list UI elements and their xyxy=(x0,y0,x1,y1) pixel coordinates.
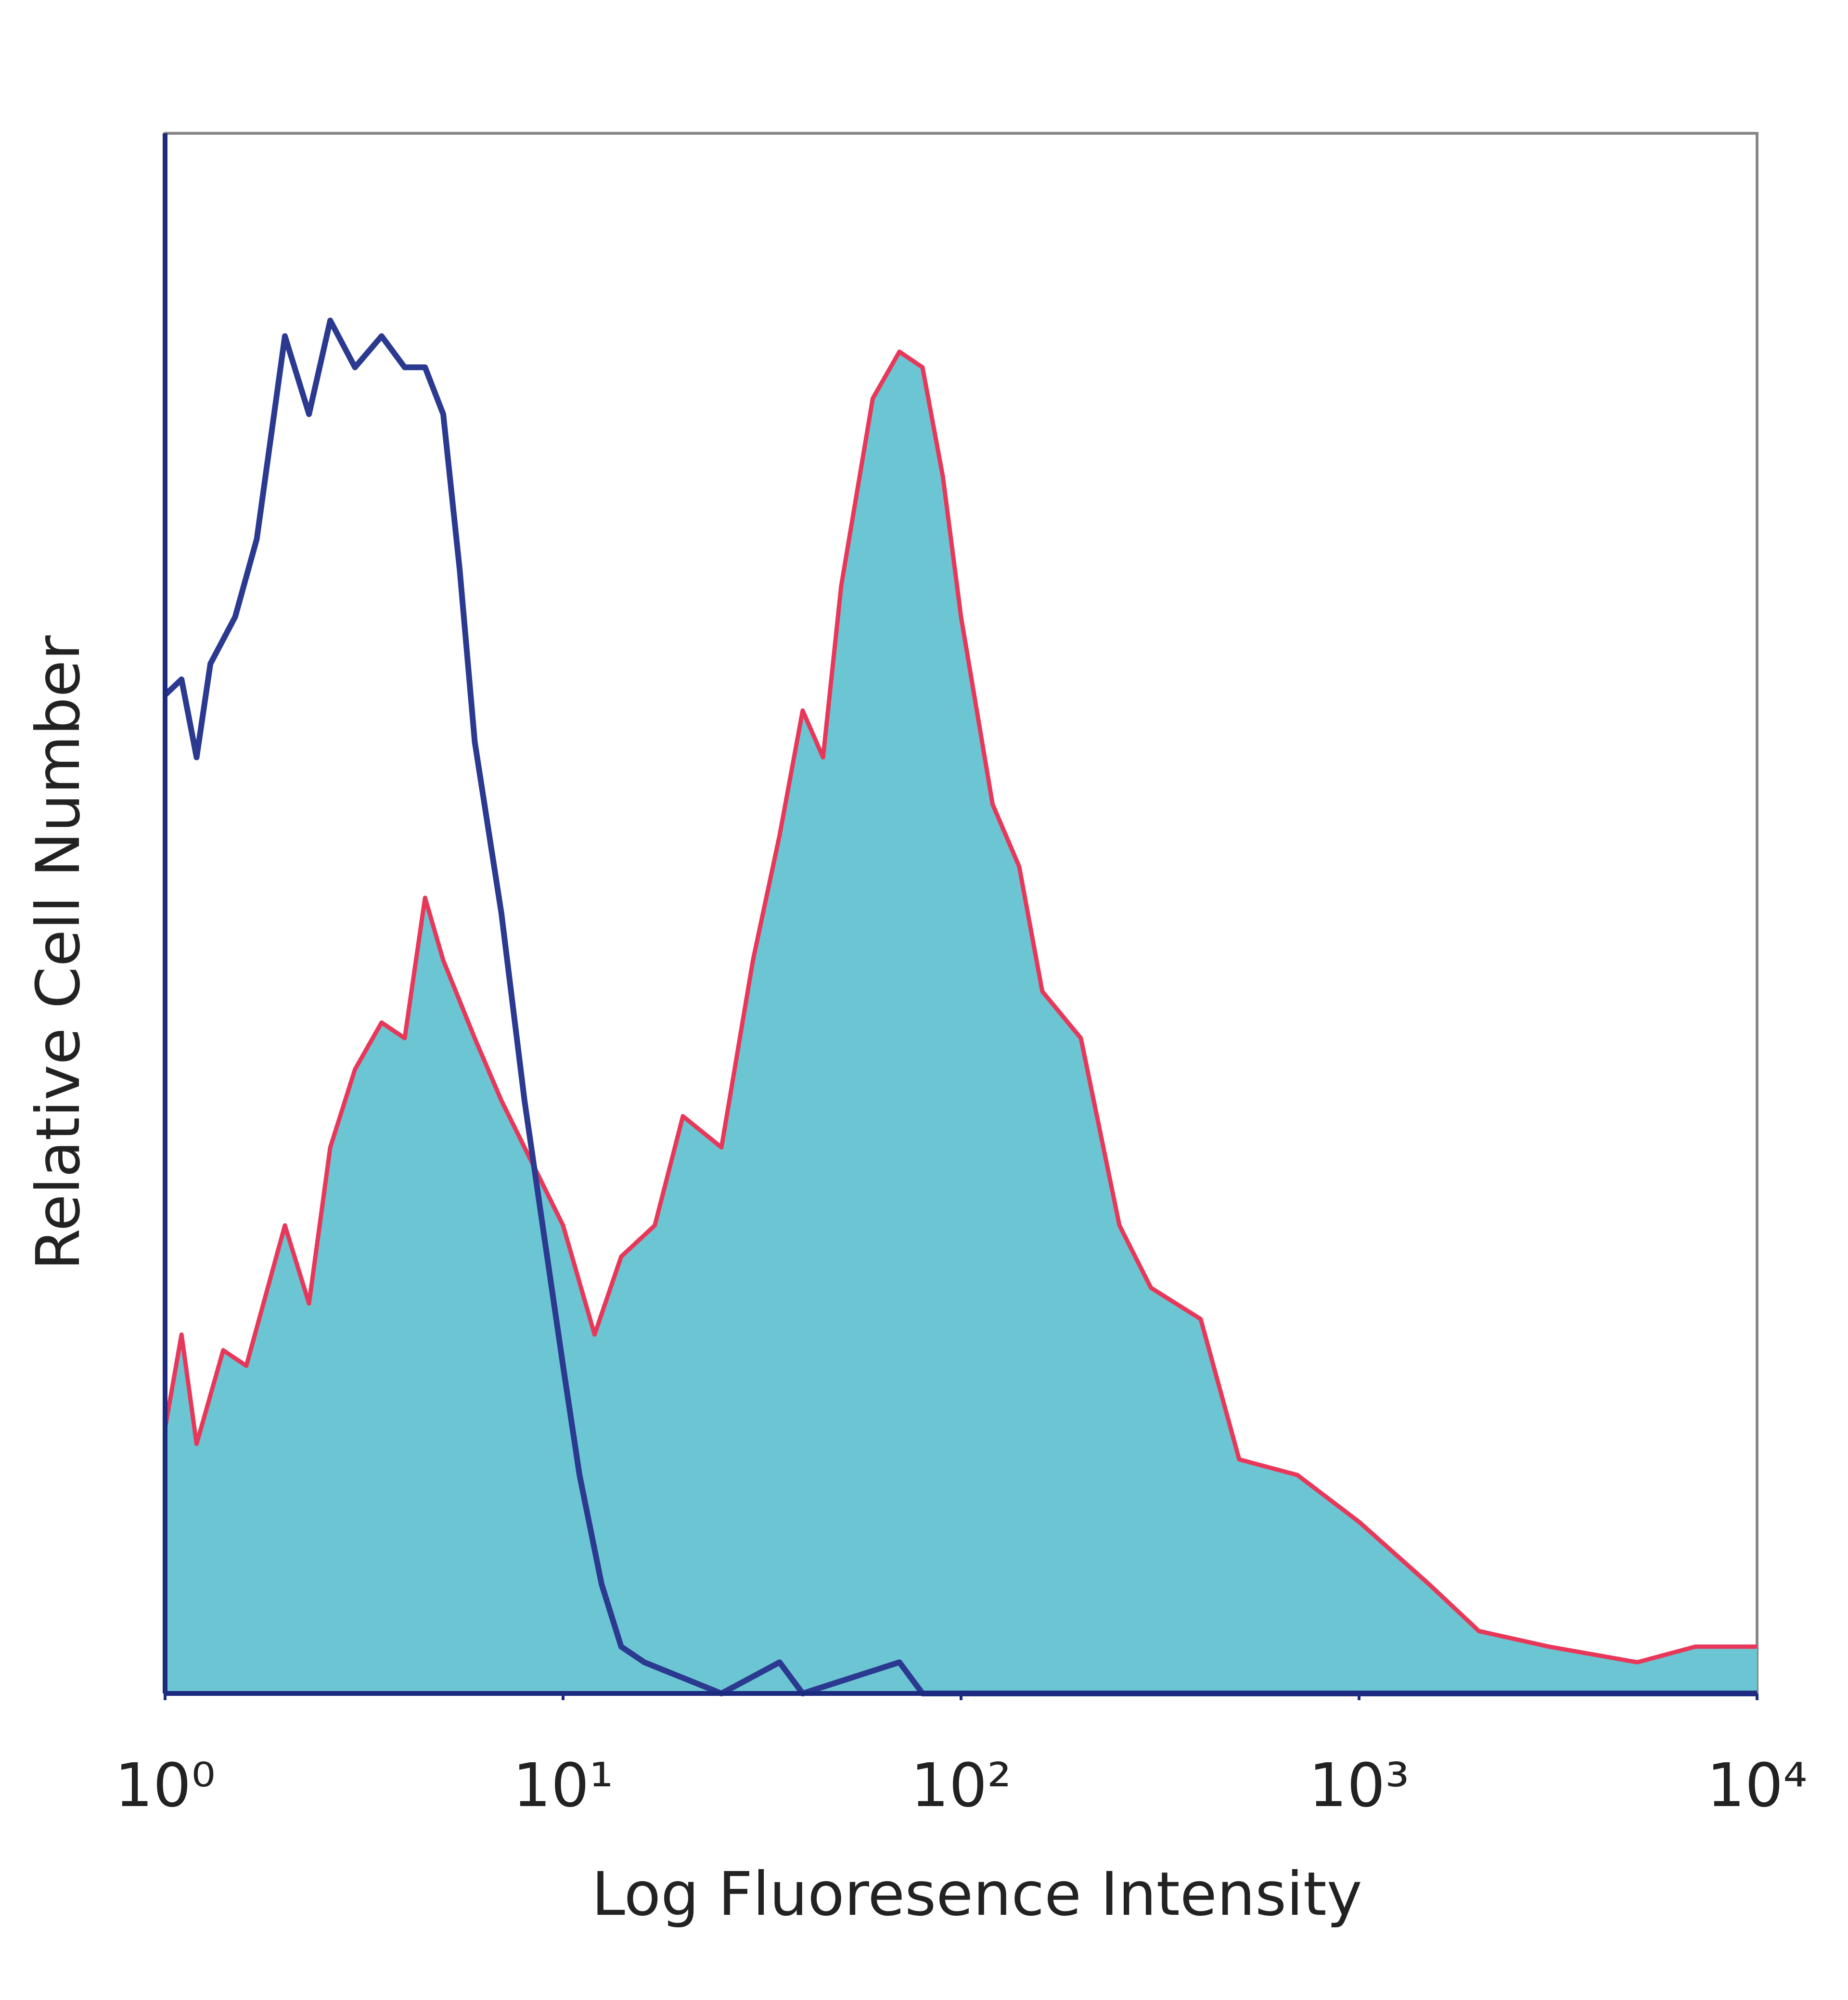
x-tick-label: 10³ xyxy=(1309,1751,1409,1821)
area xyxy=(165,351,1757,1694)
line xyxy=(163,318,1757,1696)
x-tick-label: 10¹ xyxy=(513,1751,613,1821)
x-tick-label: 10⁴ xyxy=(1707,1751,1807,1821)
x-tick-label: 10² xyxy=(911,1751,1011,1821)
x-tick-label: 10⁰ xyxy=(115,1751,215,1821)
line xyxy=(163,349,1757,1665)
x-axis-label: Log Fluoresence Intensity xyxy=(591,1859,1362,1929)
y-axis-label: Relative Cell Number xyxy=(24,635,93,1270)
